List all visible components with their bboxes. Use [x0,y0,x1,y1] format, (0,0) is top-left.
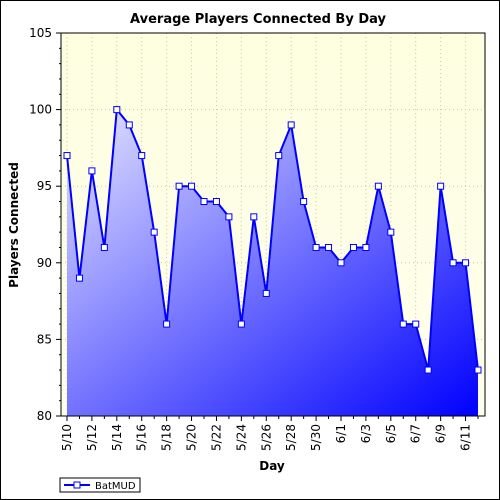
x-tick-label: 5/10 [60,424,74,451]
chart-title: Average Players Connected By Day [130,12,386,27]
legend: BatMUD [59,477,141,493]
data-point [75,274,83,282]
x-tick-label: 5/28 [284,424,298,451]
data-point [200,198,208,206]
data-point [212,198,220,206]
y-tick-label: 105 [29,26,52,40]
y-tick-label: 90 [37,256,52,270]
data-point [424,366,432,374]
y-tick-label: 85 [37,332,52,346]
data-point [474,366,482,374]
legend-series-name: BatMUD [95,481,136,492]
plot-border [60,32,486,417]
data-point [462,259,470,267]
data-point [225,213,233,221]
x-tick-label: 5/12 [85,424,99,451]
x-tick-label: 5/30 [309,424,323,451]
data-point [138,152,146,160]
x-tick-label: 6/1 [334,424,348,443]
data-point [275,152,283,160]
y-tick-label: 100 [29,103,52,117]
x-tick-label: 6/9 [434,424,448,443]
x-axis: 5/10 5/12 5/14 5/16 5/18 5/20 5/22 5/24 5/26 5/28… [60,416,479,451]
data-point [150,228,158,236]
x-tick-label: 6/3 [359,424,373,443]
data-point [362,243,370,251]
data-point [300,198,308,206]
data-point [163,320,171,328]
data-point [100,243,108,251]
data-point [387,228,395,236]
data-point [113,106,121,114]
x-tick-label: 5/26 [259,424,273,451]
data-point [337,259,345,267]
data-point [188,182,196,190]
x-tick-label: 5/24 [234,424,248,451]
series-area [67,109,478,416]
x-tick-label: 5/18 [160,424,174,451]
x-tick-label: 5/22 [209,424,223,451]
data-point [88,167,96,175]
data-point [312,243,320,251]
x-axis-title: Day [259,459,285,473]
x-tick-label: 5/16 [135,424,149,451]
y-tick-label: 95 [37,179,52,193]
x-tick-label: 6/11 [459,424,473,451]
data-point [250,213,258,221]
data-point [325,243,333,251]
data-point [349,243,357,251]
series-line [66,107,479,371]
data-point [437,182,445,190]
data-point [237,320,245,328]
x-tick-label: 6/7 [409,424,423,443]
series-markers [63,106,482,374]
x-tick-label: 5/14 [110,424,124,451]
x-tick-label: 6/5 [384,424,398,443]
x-tick-label: 5/20 [185,424,199,451]
y-axis: 80 85 90 95 100 105 [29,26,61,423]
data-point [449,259,457,267]
data-point [399,320,407,328]
data-point [262,289,270,297]
y-tick-label: 80 [37,409,52,423]
legend-marker-icon [73,481,81,489]
data-point [125,121,133,129]
data-point [175,182,183,190]
data-point [287,121,295,129]
data-point [412,320,420,328]
data-point [63,152,71,160]
y-axis-title: Players Connected [7,162,21,288]
data-point [374,182,382,190]
